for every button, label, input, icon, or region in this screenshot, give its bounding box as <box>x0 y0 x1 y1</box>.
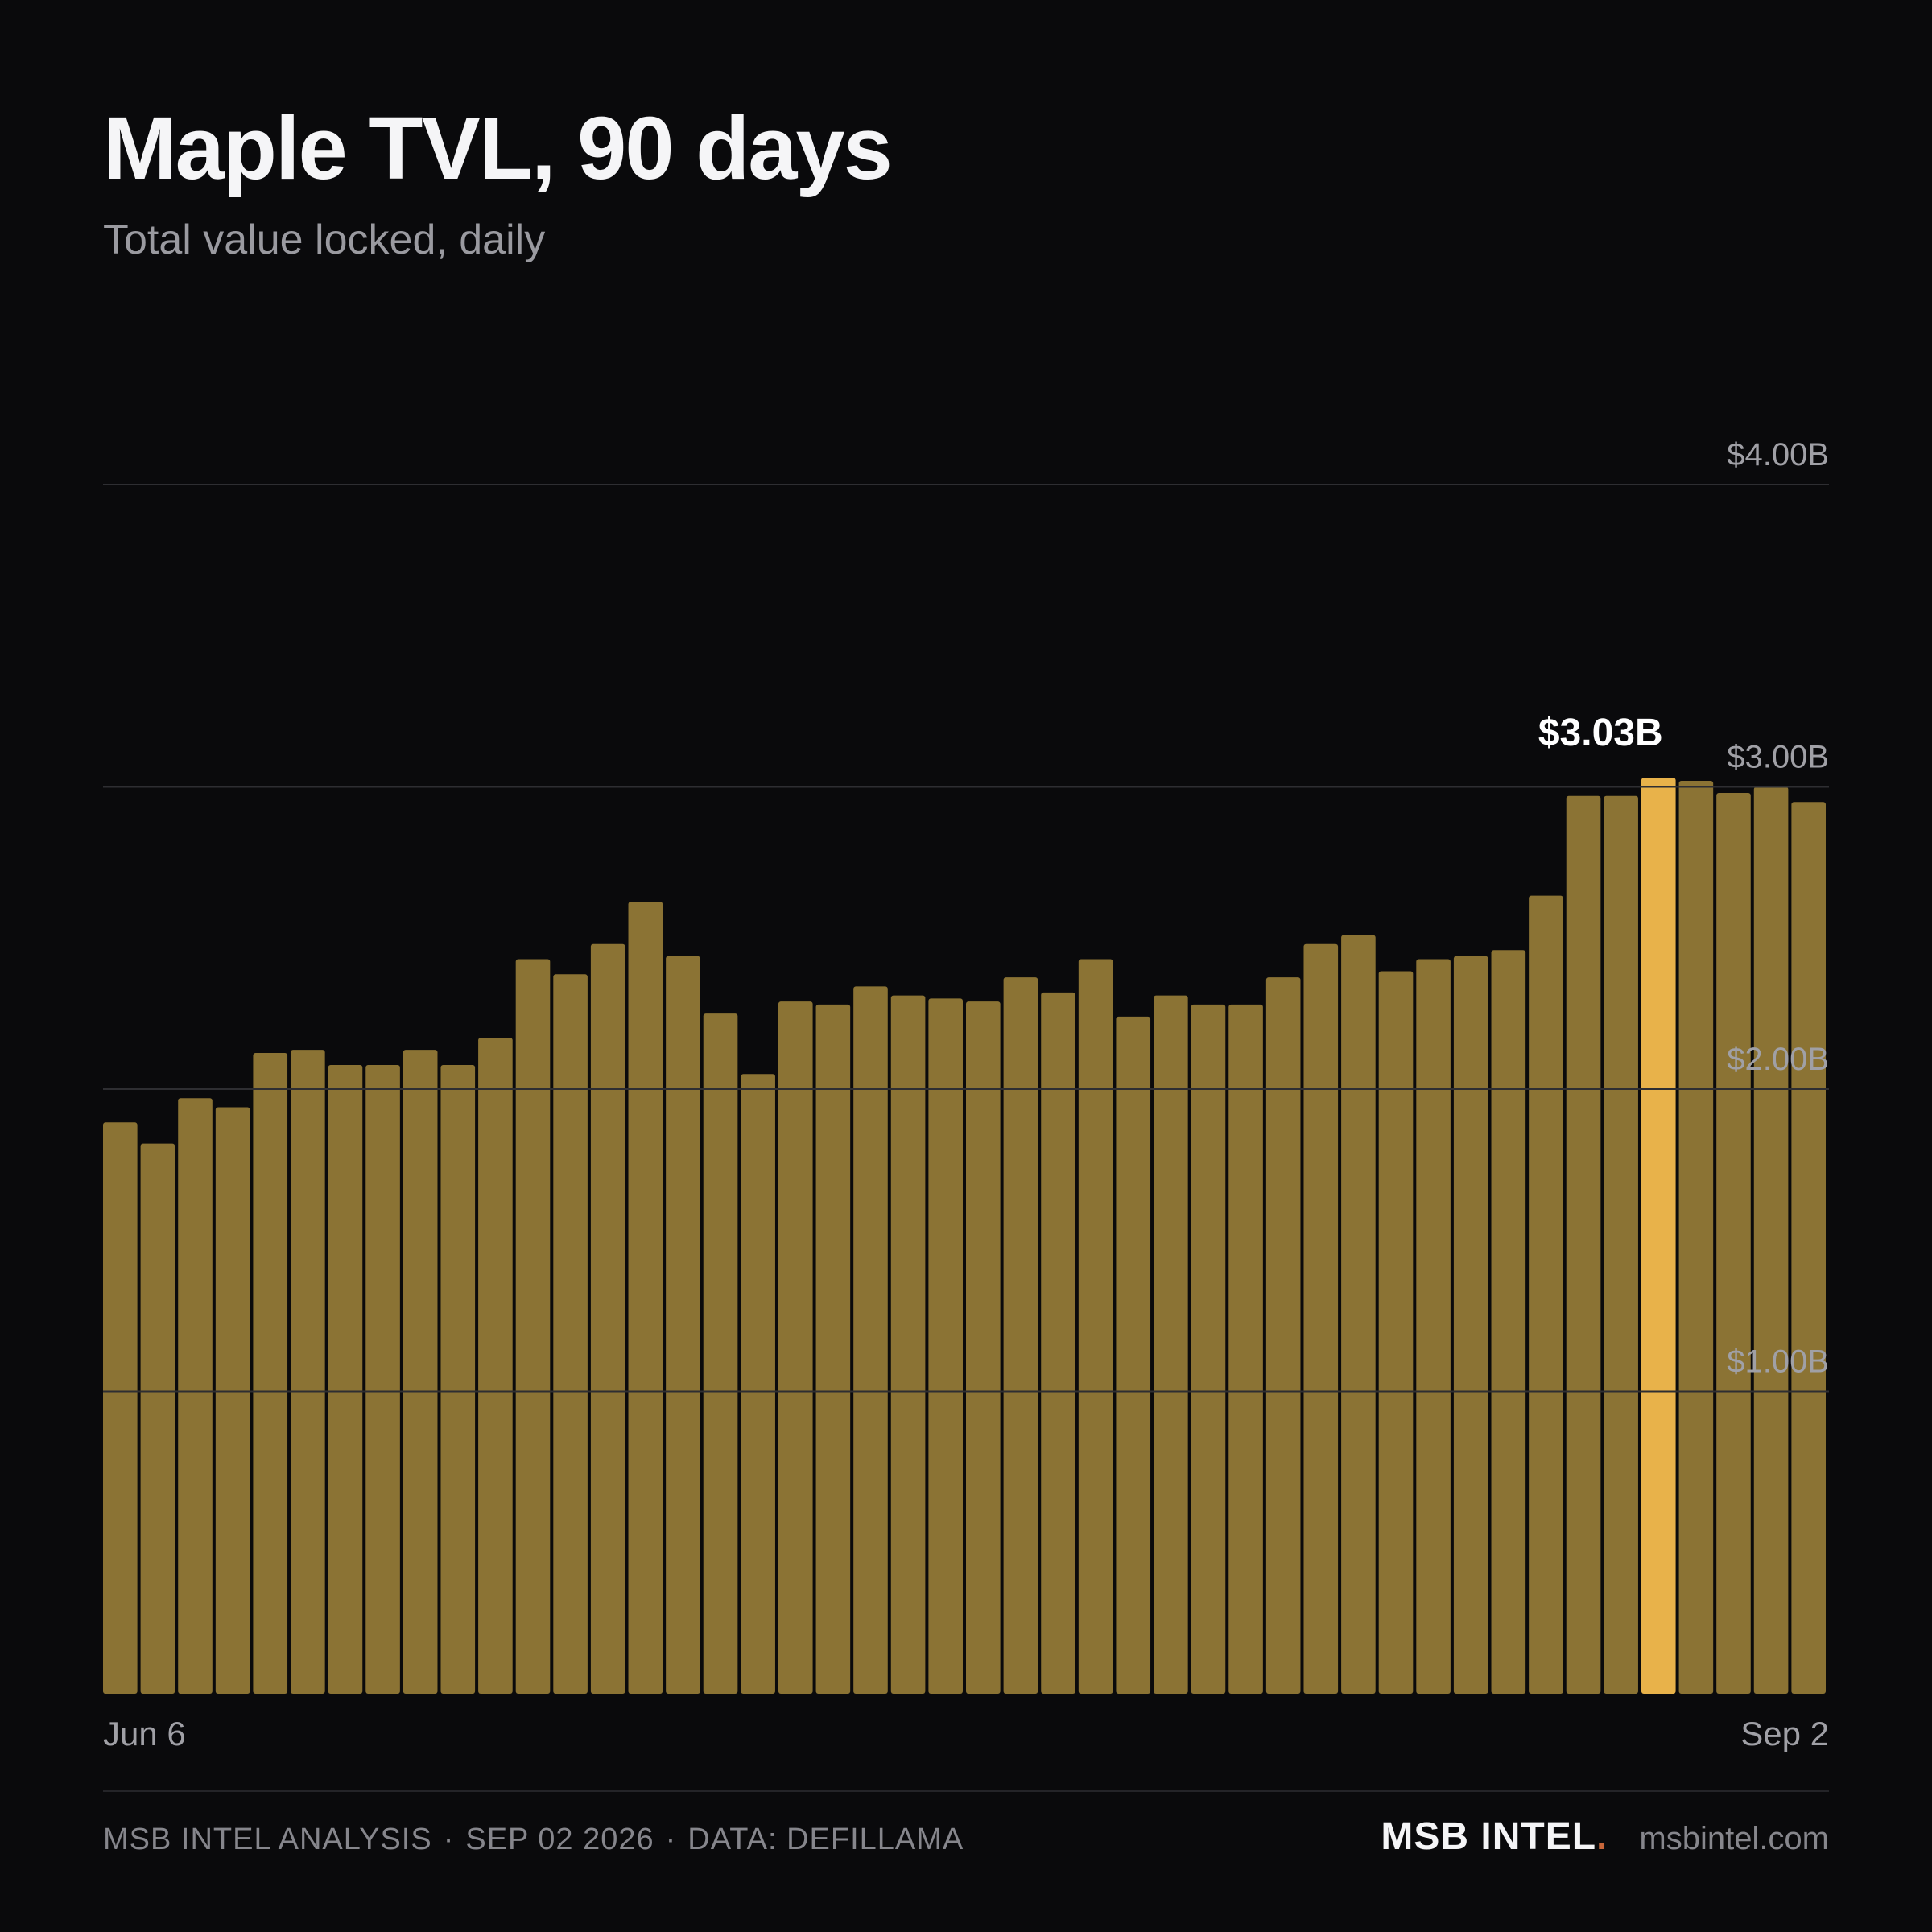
bar <box>778 1001 813 1694</box>
bar <box>1303 943 1339 1694</box>
footer-analysis: MSB INTEL ANALYSIS <box>103 1823 432 1856</box>
bar <box>328 1064 363 1694</box>
y-tick-label: $4.00B <box>1727 437 1829 473</box>
bar <box>1529 895 1563 1694</box>
bar <box>215 1107 250 1694</box>
bar <box>741 1074 775 1694</box>
footer-data-source: DATA: DEFILLAMA <box>687 1823 964 1856</box>
bar <box>666 956 700 1694</box>
bar <box>140 1143 175 1694</box>
bar <box>1116 1016 1151 1694</box>
bar <box>1491 950 1526 1694</box>
y-tick-label: $1.00B <box>1727 1344 1829 1380</box>
y-tick-label: $3.00B <box>1727 740 1829 775</box>
bar <box>590 943 625 1694</box>
footer-source: MSB INTEL ANALYSIS · SEP 02 2026 · DATA: DEF… <box>103 1821 964 1858</box>
chart-title: Maple TVL, 90 days <box>103 99 893 198</box>
y-tick-label: $2.00B <box>1727 1042 1829 1077</box>
bar <box>1378 971 1414 1694</box>
bar <box>1265 977 1301 1694</box>
bar <box>928 998 963 1694</box>
bar <box>515 959 551 1694</box>
bar <box>1791 802 1826 1694</box>
bar <box>966 1001 1001 1694</box>
labels: $1.00B $2.00B $3.00B $4.00B $3.03B Jun 6 Sep 2 <box>103 437 1829 1752</box>
bar <box>815 1004 851 1694</box>
bar-highlighted <box>1641 778 1676 1694</box>
bar <box>103 1122 138 1694</box>
bar <box>890 995 926 1694</box>
bar <box>253 1052 288 1694</box>
footer-date: SEP 02 2026 <box>465 1823 654 1856</box>
bar <box>1453 956 1488 1694</box>
bar <box>1003 977 1038 1694</box>
bar <box>1604 795 1638 1694</box>
bar <box>1341 935 1376 1694</box>
brand-logo: MSB INTEL <box>1381 1815 1597 1858</box>
bar <box>1678 780 1714 1694</box>
chart-subtitle: Total value locked, daily <box>103 217 546 263</box>
bar <box>703 1013 738 1695</box>
footer-separator: · <box>443 1823 455 1856</box>
footer-separator: · <box>665 1823 677 1856</box>
bar <box>1191 1004 1226 1694</box>
brand-dot: . <box>1596 1815 1608 1858</box>
bar <box>1228 1004 1263 1694</box>
bar <box>365 1064 400 1694</box>
bar <box>178 1098 213 1694</box>
gridlines <box>103 484 1829 1393</box>
highlight-value-label: $3.03B <box>1538 712 1663 754</box>
bar <box>291 1050 325 1694</box>
footer-brand-block: MSB INTEL. msbintel.com <box>1381 1814 1829 1859</box>
bar <box>553 974 588 1694</box>
bar <box>402 1050 438 1694</box>
bar <box>1041 992 1075 1694</box>
bar <box>478 1038 513 1694</box>
x-tick-label-start: Jun 6 <box>103 1715 186 1752</box>
bar <box>1716 793 1751 1694</box>
bar <box>1078 959 1113 1694</box>
bars <box>103 778 1826 1695</box>
bar <box>1416 959 1451 1694</box>
bar <box>1753 786 1789 1694</box>
bar <box>440 1064 476 1694</box>
bar <box>1566 795 1601 1694</box>
footer-divider <box>103 1790 1829 1792</box>
bar <box>853 986 888 1694</box>
bar <box>628 902 663 1694</box>
x-tick-label-end: Sep 2 <box>1740 1715 1829 1752</box>
site-link[interactable]: msbintel.com <box>1639 1821 1829 1856</box>
bar <box>1154 995 1188 1694</box>
